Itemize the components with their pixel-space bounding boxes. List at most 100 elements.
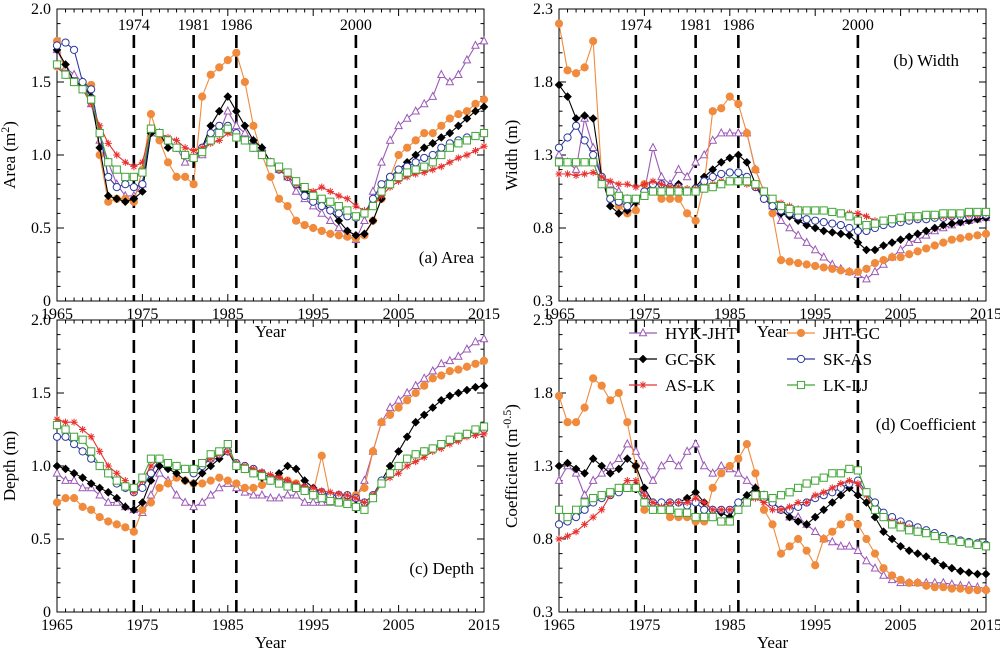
x-tick-label: 1965 xyxy=(543,306,575,323)
data-point-JHT-GC xyxy=(947,235,956,244)
data-point-SK-AS xyxy=(138,180,147,189)
data-point-HYK-JHT xyxy=(69,69,79,78)
data-point-JHT-GC xyxy=(462,362,472,371)
data-point-AS-LK xyxy=(657,180,666,188)
data-point-JHT-GC xyxy=(462,107,472,116)
data-point-JHT-GC xyxy=(580,63,589,72)
data-point-LK-LJ xyxy=(215,447,224,456)
data-point-GC-SK xyxy=(921,226,931,236)
data-point-SK-AS xyxy=(326,206,335,215)
data-point-LK-LJ xyxy=(428,158,437,167)
data-point-JHT-GC xyxy=(887,571,897,580)
data-point-HYK-JHT xyxy=(445,76,455,86)
data-point-LK-LJ xyxy=(819,473,828,482)
y-tick-label: 2.0 xyxy=(31,312,51,329)
data-point-LK-LJ xyxy=(648,187,658,196)
data-point-AS-LK xyxy=(640,180,648,188)
data-point-JHT-GC xyxy=(913,578,922,587)
data-point-LK-LJ xyxy=(385,469,395,478)
data-point-SK-AS xyxy=(420,153,429,163)
data-point-JHT-GC xyxy=(589,374,598,383)
data-point-JHT-GC xyxy=(155,483,164,492)
data-point-LK-LJ xyxy=(640,498,649,507)
data-point-AS-LK xyxy=(104,139,112,147)
data-point-JHT-GC xyxy=(751,469,760,478)
y-tick-label: 0.3 xyxy=(533,604,553,621)
data-point-HYK-JHT xyxy=(819,252,829,261)
data-point-LK-LJ xyxy=(411,165,420,174)
data-point-LK-LJ xyxy=(734,177,743,186)
data-point-SK-AS xyxy=(300,191,309,200)
data-point-JHT-GC xyxy=(708,107,717,116)
panel-label: (a) Area xyxy=(419,248,475,267)
y-axis-label: Depth (m) xyxy=(0,431,19,501)
series-HYK-JHT xyxy=(554,438,991,592)
data-point-AS-LK xyxy=(318,487,326,495)
data-point-HYK-JHT xyxy=(588,142,598,151)
data-point-HYK-JHT xyxy=(368,186,378,195)
data-point-GC-SK xyxy=(471,382,480,392)
data-point-SK-AS xyxy=(87,85,96,94)
data-point-SK-AS xyxy=(828,219,837,228)
data-point-AS-LK xyxy=(794,498,802,507)
x-tick-label: 1985 xyxy=(212,306,244,323)
data-point-GC-SK xyxy=(853,238,863,247)
data-point-GC-SK xyxy=(956,566,965,576)
data-point-LK-LJ xyxy=(640,191,649,200)
data-point-AS-LK xyxy=(318,183,326,191)
vline-label-1981: 1981 xyxy=(680,17,712,34)
data-point-AS-LK xyxy=(266,471,275,479)
data-point-HYK-JHT xyxy=(402,113,412,122)
data-point-LK-LJ xyxy=(725,517,734,526)
data-point-AS-LK xyxy=(377,192,386,200)
data-point-GC-SK xyxy=(351,230,361,240)
data-point-JHT-GC xyxy=(853,267,863,276)
data-point-AS-LK xyxy=(717,506,725,514)
data-point-LK-LJ xyxy=(674,508,683,517)
data-point-LK-LJ xyxy=(896,213,905,222)
data-point-GC-SK xyxy=(614,464,624,474)
data-point-LK-LJ xyxy=(69,432,79,441)
data-point-AS-LK xyxy=(79,425,87,434)
data-point-GC-SK xyxy=(605,201,615,211)
series-GC-SK xyxy=(52,45,489,240)
data-point-GC-SK xyxy=(112,493,122,503)
data-point-JHT-GC xyxy=(939,238,948,247)
data-point-GC-SK xyxy=(930,556,940,566)
data-point-LK-LJ xyxy=(802,206,811,215)
data-point-HYK-JHT xyxy=(674,164,683,173)
data-point-JHT-GC xyxy=(870,258,880,268)
data-point-JHT-GC xyxy=(862,534,871,544)
data-point-LK-LJ xyxy=(471,131,480,141)
data-point-HYK-JHT xyxy=(639,460,649,470)
x-tick-label: 1975 xyxy=(126,306,158,323)
data-point-LK-LJ xyxy=(394,461,403,471)
data-point-AS-LK xyxy=(555,535,563,543)
data-point-SK-AS xyxy=(700,505,709,514)
data-point-HYK-JHT xyxy=(291,490,301,499)
data-point-JHT-GC xyxy=(776,549,786,558)
series-line-AS-LK xyxy=(56,66,485,212)
data-point-HYK-JHT xyxy=(300,497,310,506)
data-point-JHT-GC xyxy=(385,410,395,419)
data-point-LK-LJ xyxy=(939,534,948,544)
data-point-HYK-JHT xyxy=(231,120,241,130)
data-point-GC-SK xyxy=(938,220,948,230)
data-point-GC-SK xyxy=(614,209,624,218)
data-point-LK-LJ xyxy=(614,191,623,200)
data-point-SK-AS xyxy=(334,209,343,218)
data-point-JHT-GC xyxy=(870,549,880,558)
data-point-JHT-GC xyxy=(394,403,403,412)
data-point-LK-LJ xyxy=(759,491,769,500)
data-point-AS-LK xyxy=(598,173,606,181)
data-point-AS-LK xyxy=(275,474,283,482)
data-point-LK-LJ xyxy=(198,147,207,157)
data-point-JHT-GC xyxy=(257,480,267,490)
data-point-LK-LJ xyxy=(249,143,258,152)
y-tick-label: 2.0 xyxy=(31,1,51,18)
data-point-LK-LJ xyxy=(240,136,249,145)
data-point-HYK-JHT xyxy=(385,402,395,411)
data-point-LK-LJ xyxy=(794,206,803,215)
data-point-SK-AS xyxy=(129,183,138,192)
